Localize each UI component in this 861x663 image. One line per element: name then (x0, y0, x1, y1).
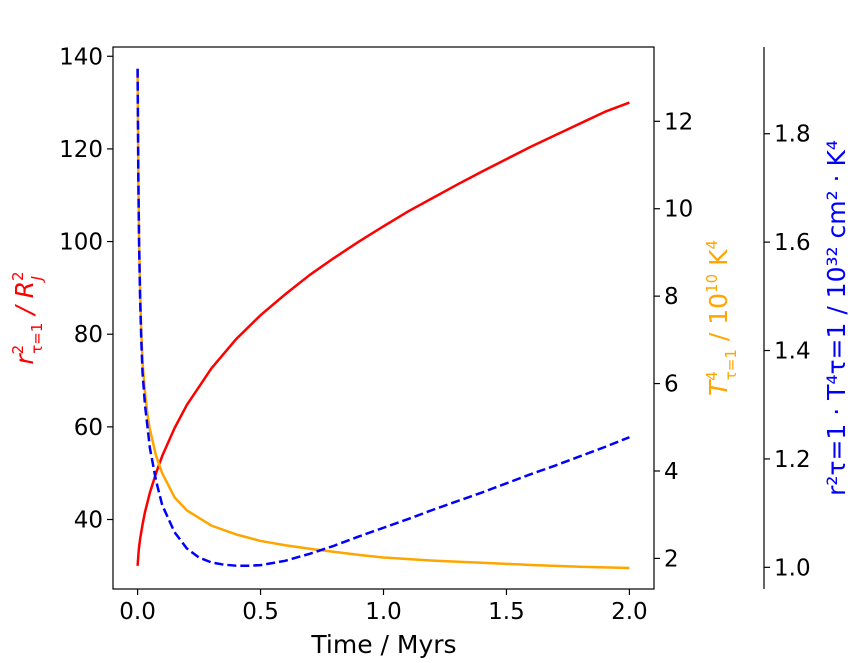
y-axis-label-right1-rest: / 10 (704, 293, 733, 349)
x-tick-label: 0.5 (242, 599, 279, 625)
series-line-left (136, 101, 630, 566)
y-tick-label-right1: 4 (664, 459, 679, 485)
y-tick-label-right1: 10 (664, 197, 693, 223)
plot-frame-rect (112, 46, 655, 590)
x-axis-label: Time / Myrs (310, 630, 456, 659)
y-axis-label-left: r2τ=1 / R2J (9, 271, 46, 364)
y-tick-label-right2: 1.8 (774, 122, 811, 148)
y-axis-label-right1: T4τ=1 / 1010 K4 (703, 240, 740, 396)
series-line-right2 (136, 68, 630, 567)
y-axis-label-left-base: r (10, 353, 39, 365)
y-tick-label-left: 60 (74, 415, 103, 441)
y-tick-label-left: 140 (59, 44, 103, 70)
x-tick-label: 2.0 (611, 599, 648, 625)
y-tick-label-right2: 1.0 (774, 555, 811, 581)
y-tick-label-right1: 8 (664, 284, 679, 310)
series-line-right1 (136, 68, 630, 570)
y-axis-label-left-rest-sub: J (28, 276, 46, 283)
y-axis-label-right1-unit: K (704, 249, 733, 274)
y-tick-label-right2: 1.6 (774, 230, 811, 256)
y-axis-label-right1-sup: 4 (703, 371, 721, 381)
y-axis-label-right1-base: T (704, 379, 733, 396)
x-tick-label: 0.0 (119, 599, 156, 625)
y-axis-label-right1-sub: τ=1 (722, 349, 740, 380)
y-tick-label-left: 40 (74, 508, 103, 534)
x-tick-label: 1.0 (365, 599, 402, 625)
y-axis-label-right2: r²τ=1 · T⁴τ=1 / 10³² cm² · K⁴ (822, 140, 851, 496)
y-tick-label-right1: 6 (664, 372, 679, 398)
y-axis-label-left-sup: 2 (9, 345, 27, 355)
y-axis-label-left-rest-sup: 2 (9, 271, 27, 281)
y-tick-label-left: 80 (74, 322, 103, 348)
x-tick-label: 1.5 (488, 599, 525, 625)
y-tick-label-left: 100 (59, 230, 103, 256)
plot-lines (136, 68, 630, 570)
y-tick-label-right2: 1.2 (774, 447, 811, 473)
y-axis-label-right1-rest-sup: 10 (703, 274, 721, 293)
y-tick-label-right2: 1.4 (774, 339, 811, 365)
y-tick-label-right1: 2 (664, 546, 679, 572)
ticks: 0.0 0.5 1.0 1.5 2.0 40 60 80 100 120 140 2 4 6 8 10 12 1.… (59, 44, 810, 625)
y-tick-label-left: 120 (59, 137, 103, 163)
y-axis-label-left-sub: τ=1 (28, 323, 46, 354)
y-tick-label-right1: 12 (664, 109, 693, 135)
y-axis-label-left-rest: / R (10, 281, 39, 323)
y-axis-label-right1-unit-sup: 4 (703, 240, 721, 250)
